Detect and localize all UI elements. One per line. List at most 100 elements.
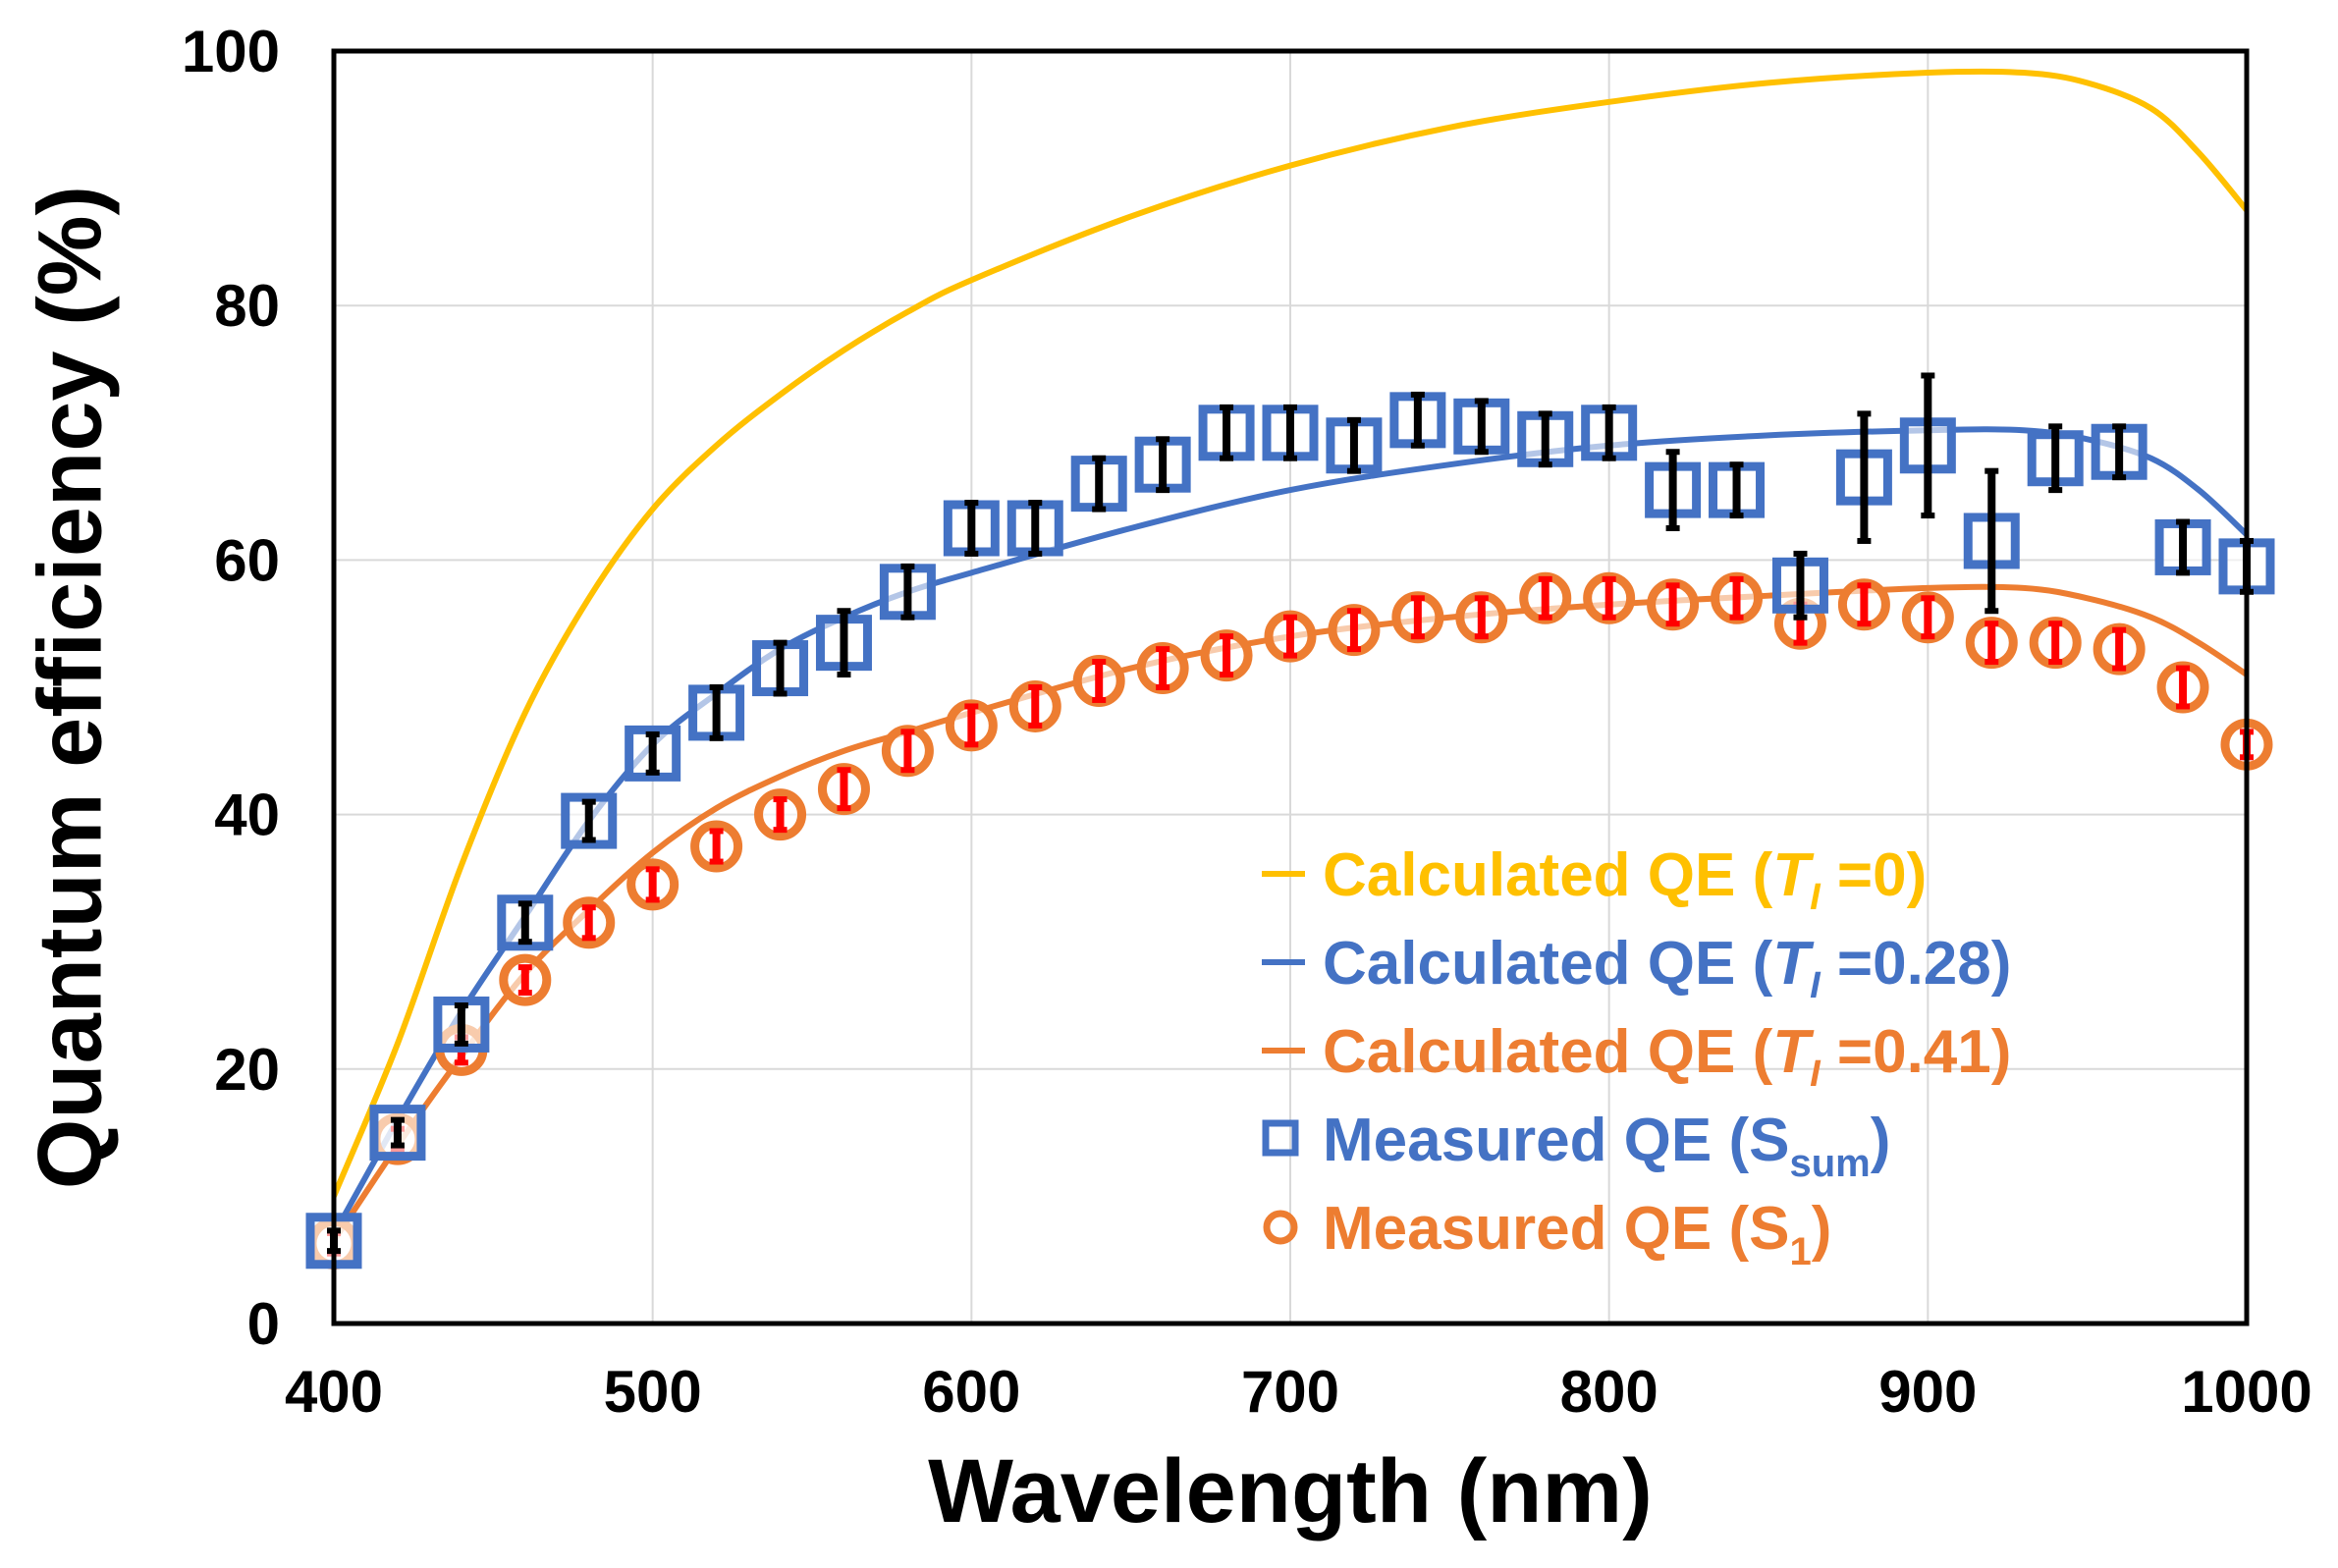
measured-sum-point (1645, 449, 1702, 531)
legend-tail: =0) (1821, 841, 1928, 909)
measured-s1-point (1647, 578, 1700, 631)
measured-s1-point (881, 725, 934, 778)
measured-sum-point (1709, 461, 1766, 519)
legend-subscript: I (1810, 1054, 1821, 1095)
measured-s1-point (2029, 617, 2082, 670)
legend-label: Calculated QE (TI =0) (1323, 841, 1927, 918)
measured-s1-point (2156, 661, 2209, 714)
measured-sum-point (752, 639, 809, 697)
legend-item-calc_t0: Calculated QE (TI =0) (1262, 841, 1927, 918)
legend-text: Calculated QE ( (1323, 1018, 1773, 1086)
measured-sum-point (1963, 467, 2020, 615)
legend-label: Measured QE (Ssum) (1323, 1107, 1890, 1185)
measured-sum-point (1262, 404, 1319, 461)
measured-s1-point (1519, 571, 1572, 624)
measured-s1-point (1711, 571, 1764, 624)
measured-s1-point (1901, 591, 1954, 644)
x-tick-labels: 400 500 600 700 800 900 1000 (285, 1359, 2312, 1425)
legend-text: Measured QE (S (1323, 1195, 1789, 1263)
measured-sum-point (433, 996, 490, 1053)
measured-s1-point (2093, 622, 2146, 676)
measured-s1-point (1008, 679, 1061, 732)
measured-sum-point (497, 894, 554, 951)
legend-label: Calculated QE (TI =0.41) (1323, 1018, 2011, 1095)
measured-s1-point (626, 858, 680, 911)
measured-sum-point (1581, 404, 1638, 461)
x-tick-label: 400 (285, 1359, 383, 1425)
measured-sum-point (1517, 410, 1574, 468)
measured-s1-point (1072, 655, 1125, 708)
legend-tail: =0.28) (1821, 930, 2012, 998)
legend-italic: T (1772, 930, 1815, 998)
legend-square-swatch (1262, 1119, 1299, 1157)
measured-sum-point (1070, 455, 1127, 513)
y-tick-label: 0 (247, 1291, 280, 1357)
measured-s1-point (1328, 604, 1381, 657)
legend: Calculated QE (TI =0)Calculated QE (TI =… (1262, 841, 2011, 1273)
legend-italic: T (1772, 1018, 1815, 1086)
y-tick-label: 80 (214, 273, 280, 339)
measured-s1-point (1837, 578, 1890, 631)
measured-sum-point (688, 684, 745, 741)
measured-sum-point (1134, 436, 1191, 494)
measured-sum-point (561, 792, 618, 849)
measured-sum-point (1835, 410, 1892, 544)
legend-text: Calculated QE ( (1323, 841, 1773, 909)
measured-sum-point (1771, 550, 1828, 621)
legend-subscript: sum (1789, 1142, 1870, 1185)
measured-s1-point (690, 820, 743, 873)
measured-sum-point (1006, 500, 1063, 557)
y-axis-title: Quantum efficiency (%) (20, 186, 120, 1189)
series-line-0 (334, 68, 2247, 1198)
measured-sum-point (1899, 372, 1956, 519)
x-tick-label: 900 (1878, 1359, 1977, 1425)
measured-sum-point (1198, 404, 1255, 461)
measured-s1-point (563, 896, 616, 949)
measured-s1-point (1583, 571, 1636, 624)
y-tick-label: 20 (214, 1037, 280, 1103)
y-tick-labels: 0 20 40 60 80 100 (182, 19, 280, 1357)
legend-subscript: 1 (1789, 1230, 1811, 1273)
legend-subscript: I (1810, 877, 1821, 918)
legend-subscript: I (1810, 965, 1821, 1006)
x-tick-label: 500 (604, 1359, 702, 1425)
measured-s1-point (1391, 591, 1444, 644)
measured-s1-point (1264, 610, 1317, 663)
measured-markers (305, 372, 2275, 1270)
plot-frame (331, 48, 2250, 1326)
measured-sum-point (369, 1105, 426, 1162)
measured-s1-point (817, 763, 870, 816)
y-tick-label: 60 (214, 527, 280, 593)
legend-label: Measured QE (S1) (1323, 1195, 1831, 1273)
legend-item-calc_t041: Calculated QE (TI =0.41) (1262, 1018, 2011, 1095)
measured-s1-point (945, 699, 998, 752)
series-line-1 (334, 426, 2247, 1236)
legend-label: Calculated QE (TI =0.28) (1323, 930, 2011, 1006)
x-tick-label: 800 (1560, 1359, 1658, 1425)
x-tick-label: 700 (1241, 1359, 1339, 1425)
measured-s1-point (1200, 629, 1253, 682)
measured-sum-point (2091, 423, 2148, 481)
measured-s1-point (1136, 642, 1189, 695)
y-tick-label: 100 (182, 19, 280, 84)
legend-tail: =0.41) (1821, 1018, 2012, 1086)
measured-sum-point (625, 725, 681, 782)
measured-sum-point (1453, 398, 1510, 456)
measured-sum-point (943, 500, 1000, 557)
legend-text: Calculated QE ( (1323, 930, 1773, 998)
grid-lines (333, 50, 2248, 1325)
square-marker (369, 1105, 426, 1162)
legend-circle-swatch (1263, 1210, 1298, 1245)
measured-sum-point (2027, 423, 2084, 494)
measured-s1-point (1455, 591, 1508, 644)
legend-item-measured_sum: Measured QE (Ssum) (1262, 1107, 1890, 1185)
x-tick-label: 600 (922, 1359, 1020, 1425)
measured-sum-point (1326, 416, 1383, 474)
x-tick-label: 1000 (2181, 1359, 2311, 1425)
legend-tail: ) (1871, 1107, 1891, 1174)
legend-item-measured_s1: Measured QE (S1) (1263, 1195, 1831, 1273)
measured-sum-point (815, 608, 872, 678)
x-axis-title: Wavelength (nm) (928, 1441, 1653, 1541)
measured-sum-point (2154, 518, 2211, 576)
